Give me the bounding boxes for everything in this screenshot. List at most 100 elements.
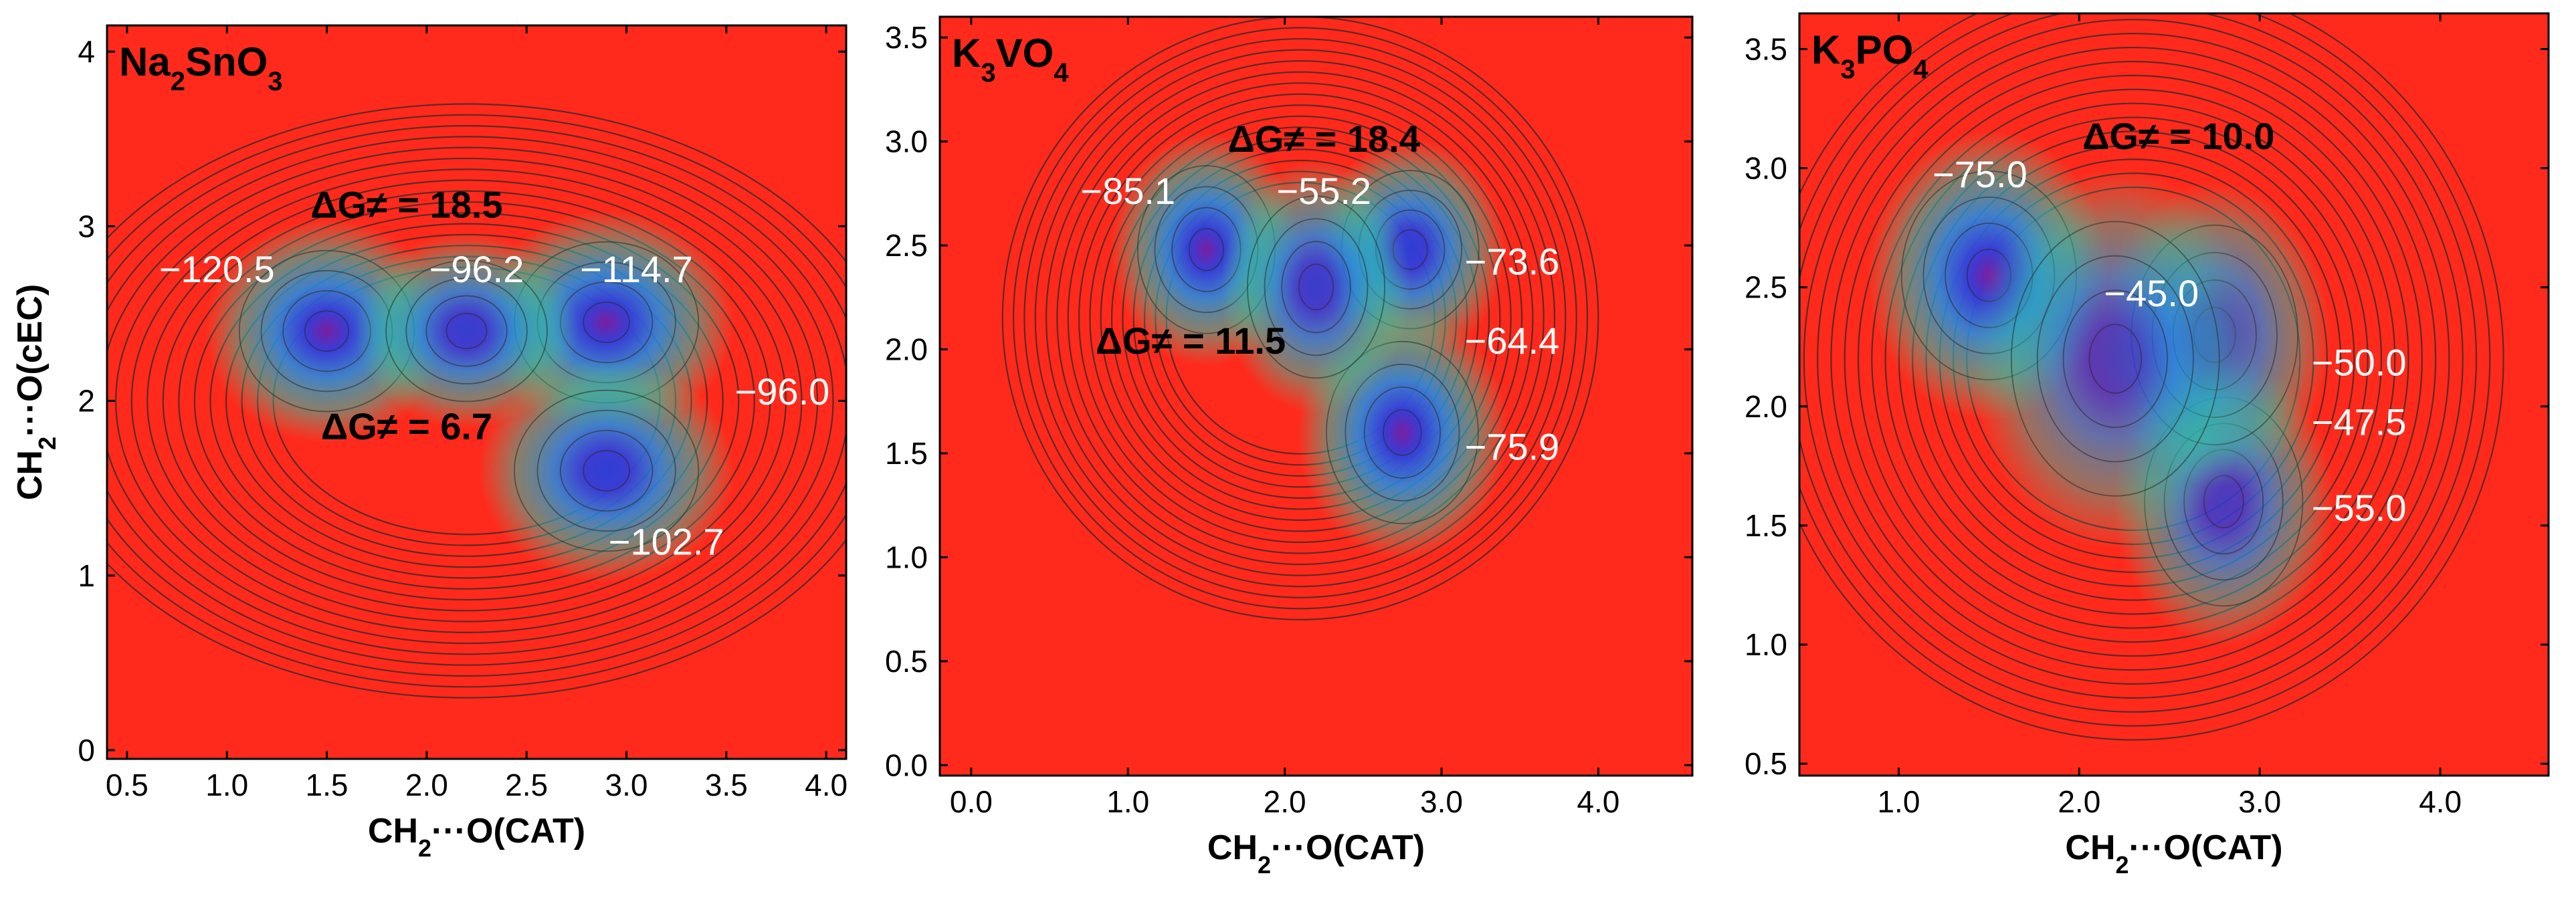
x-tick-label: 1.0 [1877,784,1920,819]
barrier-label: ΔG≠ = 10.0 [2082,115,2274,157]
contour-ring [1056,71,1545,566]
panel-na2sno3: 0.5 1.0 1.5 2.0 2.5 3.0 3.5 4.0 0 1 2 3 4 CH2···O(CAT… [11,24,848,862]
x-tick-label: 2.5 [505,768,548,802]
energy-well [355,233,579,429]
contour-ring [1803,19,2464,699]
energy-label: −45.0 [2104,272,2199,314]
y-tick-label: 1.0 [1745,627,1787,662]
energy-label: −85.1 [1080,170,1175,212]
contour-ring [107,146,834,655]
contour-line [536,409,676,532]
energy-label: −75.0 [1933,153,2027,195]
x-tick-label: 4.0 [805,768,848,802]
y-tick-label: 1.5 [885,436,928,471]
contour-ring [1078,93,1523,544]
contour-ring [1100,115,1501,522]
contour-ring [1817,33,2450,685]
y-tick-label: 3.5 [1745,31,1787,66]
contour-line [2088,324,2143,394]
contour-ring [178,201,755,601]
barrier-label: ΔG≠ = 18.5 [310,183,502,225]
plot-frame [1798,12,2550,777]
y-tick-label: 2 [78,384,95,419]
energy-label: −50.0 [2312,342,2407,384]
energy-well [1971,168,2260,550]
energy-label: −96.0 [735,370,830,413]
x-tick-label: 4.0 [2419,784,2462,819]
x-axis-title: CH2···O(CAT) [1207,828,1425,879]
energy-well [478,358,734,583]
y-axis-title: CH2···O(cEC) [11,284,61,500]
contour-line [405,277,528,384]
x-tick-label: 3.0 [1420,784,1463,819]
energy-label: −47.5 [2312,401,2407,443]
y-tick-label: 0.5 [1745,746,1787,781]
energy-label: −120.5 [159,248,275,290]
contour-ring [115,157,819,645]
contour-ring [1844,60,2423,657]
contour-line [2010,221,2220,497]
y-tick-label: 3.5 [885,20,928,55]
y-tick-label: 3.0 [1745,151,1787,186]
contour-ring [1799,13,2491,727]
contour-ring [1012,27,1589,610]
plot-frame [938,15,1694,777]
contour-line [1281,241,1351,334]
contour-ring [1089,104,1512,532]
y-tick-label: 0 [78,733,95,768]
y-tick-label: 1 [78,558,95,593]
energy-label: −55.0 [2312,487,2407,529]
panel-title: K3VO4 [952,31,1069,88]
x-tick-label: 2.0 [1264,784,1306,819]
contour-line [1345,363,1460,501]
y-tick-label: 2.5 [1745,270,1787,305]
contour-line [1383,409,1422,456]
x-tick-label: 0.0 [950,784,993,819]
contour-line [1363,386,1442,479]
contour-line [1326,340,1479,524]
contour-ring [209,223,724,579]
panel-title: K3PO4 [1811,27,1928,84]
contour-ring [1799,13,2477,713]
y-tick-label: 1.5 [1745,508,1787,543]
energy-label: −114.7 [580,248,693,290]
energy-label: −64.4 [1465,320,1560,362]
contour-line [514,389,700,552]
x-tick-label: 1.5 [306,768,349,802]
contour-ring [1045,60,1556,576]
contour-line [559,429,654,512]
contour-ring [1001,17,1599,620]
energy-label: −96.2 [429,248,524,290]
y-tick-label: 1.0 [885,540,928,574]
y-tick-label: 0.0 [885,748,928,782]
y-tick-label: 4 [78,34,95,69]
contour-ring [193,212,740,590]
y-tick-label: 2.0 [885,332,928,367]
contour-line [1188,228,1224,271]
contour-ring [1830,46,2437,671]
contour-line [2062,290,2168,429]
contour-ring [107,103,846,699]
contour-ring [107,114,846,688]
contour-ring [107,136,846,666]
y-tick-label: 3.0 [885,124,928,159]
energy-well [1221,160,1411,414]
contour-ring [1067,82,1534,554]
contour-line [583,302,630,344]
contour-line [2036,255,2194,463]
panel-title: Na2SnO3 [119,39,283,96]
plot-frame [106,24,848,760]
x-tick-label: 2.0 [2058,784,2100,819]
contour-ring [1871,88,2396,629]
energy-label: −73.6 [1465,241,1560,283]
x-tick-label: 2.0 [405,768,448,802]
energy-label: −102.7 [609,520,724,562]
contour-ring [107,125,846,677]
x-tick-label: 4.0 [1577,784,1619,819]
y-tick-label: 2.0 [1745,389,1787,424]
x-tick-label: 1.0 [1106,784,1149,819]
barrier-label: ΔG≠ = 11.5 [1096,320,1286,362]
energy-label: −75.9 [1465,425,1560,467]
contour-line [304,310,350,352]
energy-surface [1799,13,2504,741]
